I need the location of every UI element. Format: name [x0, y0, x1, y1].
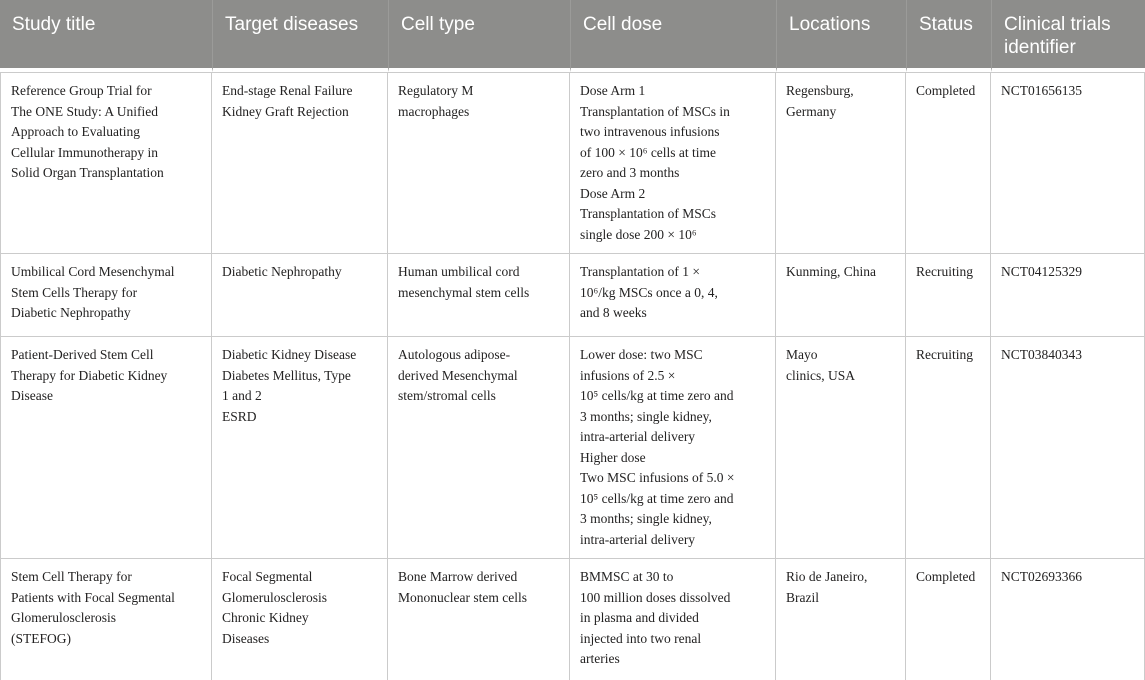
cell-status: Recruiting — [906, 337, 991, 559]
cell-cell-type: Bone Marrow derived Mononuclear stem cel… — [388, 559, 570, 680]
cell-target-diseases: End-stage Renal Failure Kidney Graft Rej… — [212, 72, 388, 254]
header-cell-status: Status — [906, 0, 991, 72]
cell-status: Completed — [906, 559, 991, 680]
cell-cell-dose: Dose Arm 1 Transplantation of MSCs in tw… — [570, 72, 776, 254]
table-row: Patient-Derived Stem Cell Therapy for Di… — [0, 337, 1145, 559]
cell-target-diseases: Diabetic Nephropathy — [212, 254, 388, 337]
header-cell-cell-type: Cell type — [388, 0, 570, 72]
cell-cell-type: Human umbilical cord mesenchymal stem ce… — [388, 254, 570, 337]
cell-identifier: NCT04125329 — [991, 254, 1145, 337]
cell-study-title: Umbilical Cord Mesenchymal Stem Cells Th… — [0, 254, 212, 337]
cell-cell-dose: Transplantation of 1 × 10⁶/kg MSCs once … — [570, 254, 776, 337]
cell-study-title: Reference Group Trial for The ONE Study:… — [0, 72, 212, 254]
cell-identifier: NCT02693366 — [991, 559, 1145, 680]
header-cell-target-diseases: Target diseases — [212, 0, 388, 72]
table-row: Umbilical Cord Mesenchymal Stem Cells Th… — [0, 254, 1145, 337]
cell-target-diseases: Focal Segmental Glomerulosclerosis Chron… — [212, 559, 388, 680]
cell-cell-dose: BMMSC at 30 to 100 million doses dissolv… — [570, 559, 776, 680]
cell-locations: Kunming, China — [776, 254, 906, 337]
cell-status: Completed — [906, 72, 991, 254]
cell-cell-type: Regulatory M macrophages — [388, 72, 570, 254]
table-row: Reference Group Trial for The ONE Study:… — [0, 72, 1145, 254]
cell-status: Recruiting — [906, 254, 991, 337]
header-cell-locations: Locations — [776, 0, 906, 72]
cell-locations: Mayo clinics, USA — [776, 337, 906, 559]
header-cell-cell-dose: Cell dose — [570, 0, 776, 72]
table-row: Stem Cell Therapy for Patients with Foca… — [0, 559, 1145, 680]
cell-identifier: NCT01656135 — [991, 72, 1145, 254]
cell-locations: Rio de Janeiro, Brazil — [776, 559, 906, 680]
table-header-row: Study title Target diseases Cell type Ce… — [0, 0, 1145, 72]
cell-locations: Regensburg, Germany — [776, 72, 906, 254]
cell-cell-type: Autologous adipose- derived Mesenchymal … — [388, 337, 570, 559]
cell-identifier: NCT03840343 — [991, 337, 1145, 559]
cell-cell-dose: Lower dose: two MSC infusions of 2.5 × 1… — [570, 337, 776, 559]
cell-study-title: Stem Cell Therapy for Patients with Foca… — [0, 559, 212, 680]
cell-target-diseases: Diabetic Kidney Disease Diabetes Mellitu… — [212, 337, 388, 559]
header-cell-clinical-trials-identifier: Clinical trials identifier — [991, 0, 1145, 72]
cell-study-title: Patient-Derived Stem Cell Therapy for Di… — [0, 337, 212, 559]
header-cell-study-title: Study title — [0, 0, 212, 72]
